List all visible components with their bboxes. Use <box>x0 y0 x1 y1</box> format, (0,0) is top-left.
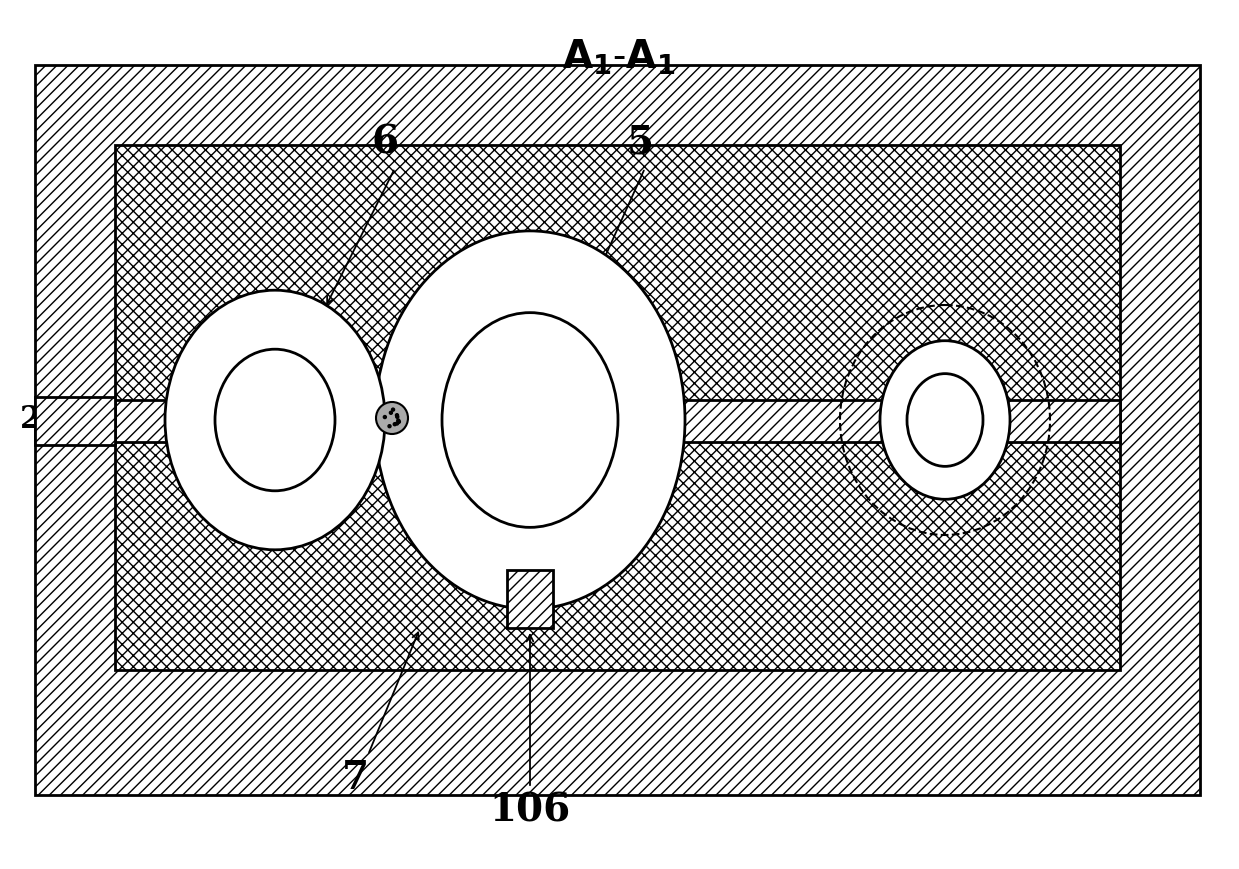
Ellipse shape <box>907 374 983 467</box>
Circle shape <box>395 414 399 417</box>
Bar <box>35 65 1201 795</box>
Circle shape <box>395 422 399 425</box>
Text: $\mathbf{A_1}$-$\mathbf{A_1}$: $\mathbf{A_1}$-$\mathbf{A_1}$ <box>563 38 675 77</box>
Bar <box>35 397 115 445</box>
Ellipse shape <box>880 341 1010 500</box>
Text: 6: 6 <box>372 123 399 161</box>
Ellipse shape <box>375 231 685 609</box>
Text: 106: 106 <box>489 791 571 829</box>
Circle shape <box>396 419 400 422</box>
Circle shape <box>392 408 394 411</box>
Circle shape <box>383 415 387 419</box>
Ellipse shape <box>216 349 335 491</box>
Ellipse shape <box>442 313 618 527</box>
Circle shape <box>393 422 396 426</box>
Circle shape <box>388 425 392 428</box>
Bar <box>507 570 553 628</box>
Bar <box>115 400 1120 442</box>
Circle shape <box>389 411 393 415</box>
Text: 205: 205 <box>20 404 84 435</box>
Circle shape <box>395 415 399 418</box>
Bar <box>115 145 1120 670</box>
Circle shape <box>375 402 408 434</box>
Circle shape <box>398 421 400 423</box>
Text: 7: 7 <box>342 759 368 797</box>
Text: 5: 5 <box>627 123 653 161</box>
Ellipse shape <box>165 290 385 550</box>
